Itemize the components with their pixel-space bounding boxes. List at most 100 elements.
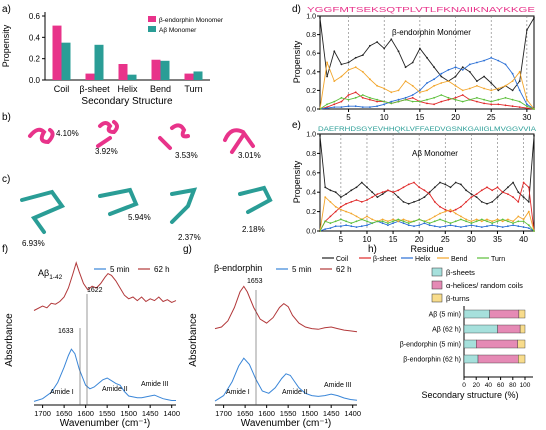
b-structure-2 [96, 120, 119, 148]
d-point [526, 98, 528, 101]
d-point [361, 96, 364, 99]
h-legend-2: α-helices/ random coils [446, 281, 523, 290]
panel-label-c: c) [2, 174, 10, 185]
e-x-ticks: 5 10 15 20 25 30 35 40 [339, 231, 529, 244]
g-x-tick-label: 1400 [344, 409, 361, 418]
e-x-tick-label: 20 [415, 235, 424, 244]
e-point [355, 186, 358, 189]
e-y-tick-label: 0.2 [306, 209, 316, 216]
d-point [347, 69, 350, 71]
d-point [440, 82, 443, 84]
d-point [497, 87, 500, 90]
e-point [392, 222, 394, 225]
e-point [433, 220, 436, 223]
d-point [504, 63, 507, 66]
e-point [350, 189, 353, 192]
e-point [522, 196, 525, 199]
d-point [426, 89, 428, 92]
e-point [345, 220, 347, 223]
e-point [329, 189, 332, 192]
e-y-tick-label: 0.0 [306, 229, 316, 236]
d-point [440, 75, 443, 78]
e-point [433, 215, 436, 218]
d-point [347, 98, 350, 101]
e-title: Aβ Monomer [412, 149, 458, 158]
e-point [433, 225, 436, 228]
e-point [407, 222, 410, 225]
d-point [468, 87, 471, 90]
e-point [360, 181, 363, 184]
e-point [418, 218, 421, 221]
d-point [419, 91, 421, 94]
e-point [371, 191, 374, 194]
panel-h: β-sheets α-helices/ random coils β-turns… [400, 267, 533, 400]
e-x-tick-label: 15 [389, 235, 398, 244]
e-point [418, 186, 421, 189]
e-point [507, 225, 509, 228]
d-point [419, 47, 421, 50]
e-point [433, 201, 436, 203]
d-point [447, 69, 450, 71]
e-point [428, 218, 431, 221]
d-point [526, 107, 528, 109]
h-bars [463, 309, 526, 364]
d-point [504, 96, 507, 99]
e-point [512, 196, 514, 199]
e-point [465, 218, 467, 221]
e-point [480, 226, 483, 229]
d-point [497, 89, 500, 92]
e-point [397, 189, 400, 192]
d-point [390, 38, 393, 41]
e-legend-label: Coil [336, 256, 349, 263]
h-bar-segment-α-helices/ random coils [497, 324, 521, 334]
h-bar-segment-α-helices/ random coils [477, 354, 519, 364]
d-point [333, 80, 336, 82]
e-point [512, 224, 514, 227]
d-point [383, 103, 386, 106]
h-bar-segment-β-sheets [463, 324, 498, 334]
e-x-tick-label: 30 [467, 235, 476, 244]
f-y-label: Absorbance [4, 313, 15, 367]
d-point [333, 103, 336, 106]
e-point [413, 225, 415, 228]
c-structure-4 [238, 185, 273, 214]
d-title: β-endorphin Monomer [392, 28, 471, 37]
d-point [483, 87, 485, 90]
d-x-tick-label: 30 [522, 113, 531, 122]
e-point [454, 220, 457, 223]
e-point [371, 218, 374, 221]
c-pct-1: 6.93% [22, 239, 45, 248]
e-point [350, 225, 353, 228]
d-point [326, 75, 328, 78]
d-vertical-grid [348, 16, 528, 109]
a-bar-b-endorphin [184, 73, 194, 80]
e-y-tick-label: 0.4 [306, 190, 316, 197]
e-point [454, 181, 457, 184]
e-y-tick-label: 0.6 [306, 170, 316, 177]
f-spectrum-5 min [33, 348, 176, 402]
e-point [507, 186, 509, 189]
d-point [490, 103, 493, 106]
d-point [361, 94, 364, 96]
b-structure-1 [28, 127, 55, 145]
d-point [361, 70, 364, 73]
h-x-tick-label: 60 [497, 382, 505, 389]
d-point [411, 61, 414, 64]
g-ann-amide3: Amide III [324, 382, 352, 389]
d-point [426, 56, 428, 59]
d-point [376, 84, 378, 87]
e-point [496, 218, 499, 221]
e-point [423, 196, 426, 199]
d-point [447, 80, 450, 82]
d-point [411, 94, 414, 96]
d-point [518, 70, 521, 73]
h-bar-segment-β-turns [518, 354, 526, 364]
d-point [333, 50, 336, 53]
c-pct-3: 2.37% [178, 233, 201, 242]
e-point [470, 220, 473, 223]
e-x-tick-label: 40 [519, 235, 528, 244]
e-point [407, 183, 410, 186]
d-point [476, 84, 478, 87]
e-point [439, 226, 441, 229]
